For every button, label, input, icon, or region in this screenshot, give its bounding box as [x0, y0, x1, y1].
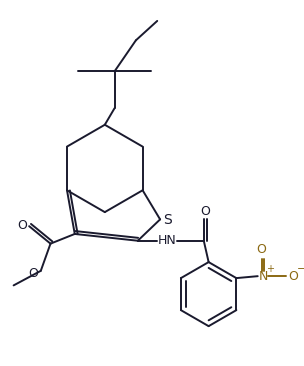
Text: O: O [200, 205, 210, 218]
Text: HN: HN [157, 234, 176, 247]
Text: +: + [266, 264, 274, 274]
Text: O: O [257, 243, 267, 257]
Text: O: O [17, 219, 27, 232]
Text: −: − [297, 264, 304, 274]
Text: N: N [259, 270, 268, 283]
Text: O: O [289, 270, 299, 283]
Text: O: O [28, 267, 38, 280]
Text: S: S [164, 213, 172, 227]
